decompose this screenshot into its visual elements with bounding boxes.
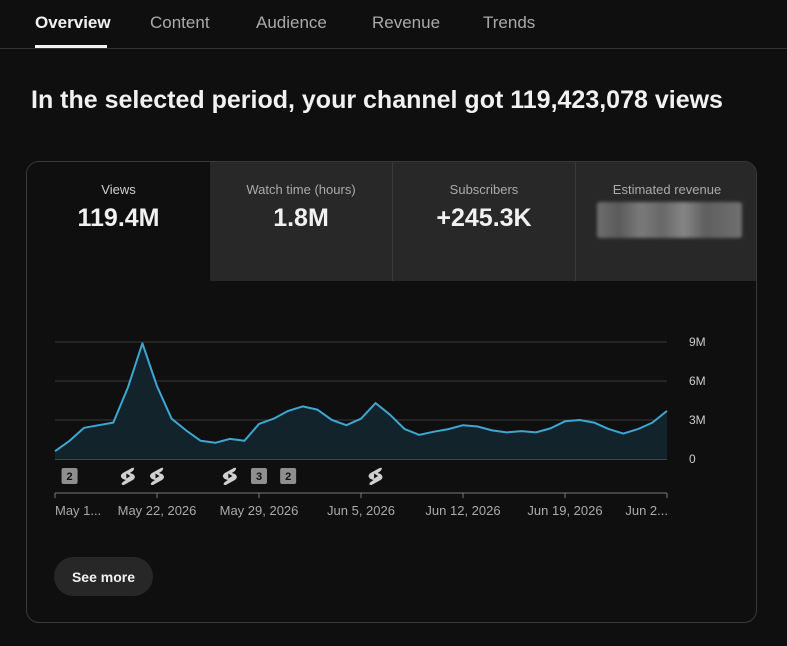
shorts-play-icon [126, 473, 131, 479]
metric-value: +245.3K [436, 204, 532, 232]
y-tick-label: 6M [689, 374, 706, 388]
metric-tab-estimated-revenue[interactable]: Estimated revenue [576, 162, 756, 281]
x-tick-label: Jun 19, 2026 [527, 503, 602, 518]
video-count-label: 3 [256, 471, 262, 483]
metric-label: Estimated revenue [612, 182, 722, 197]
x-tick-label: May 1... [55, 503, 101, 518]
tab-overview[interactable]: Overview [35, 13, 111, 32]
views-line [54, 342, 668, 453]
y-tick-label: 3M [689, 413, 706, 427]
metric-value: 119.4M [77, 204, 160, 232]
blurred-revenue-value [597, 202, 742, 238]
y-tick-label: 0 [689, 452, 696, 466]
video-count-badge [280, 468, 297, 484]
tab-bar: Overview Content Audience Revenue Trends [0, 0, 787, 49]
video-count-label: 2 [285, 471, 291, 483]
views-area [55, 343, 667, 459]
overview-card: Views 119.4M Watch time (hours) 1.8M Sub… [26, 161, 757, 623]
metric-divider [575, 162, 576, 281]
metric-tab-subscribers[interactable]: Subscribers +245.3K [393, 162, 575, 281]
shorts-play-icon [374, 473, 379, 479]
video-count-label: 2 [67, 471, 73, 483]
tab-revenue[interactable]: Revenue [372, 13, 441, 32]
tab-audience[interactable]: Audience [256, 13, 327, 32]
metric-label: Watch time (hours) [246, 182, 356, 197]
video-count-badge [251, 468, 267, 484]
metric-tab-watch-time[interactable]: Watch time (hours) 1.8M [210, 162, 392, 281]
x-tick-label: Jun 5, 2026 [327, 503, 395, 518]
x-tick-label: Jun 2... [625, 503, 668, 518]
x-tick-label: Jun 12, 2026 [425, 503, 500, 518]
x-tick-label: May 29, 2026 [220, 503, 299, 518]
shorts-play-icon [155, 473, 160, 479]
metric-value: 1.8M [273, 204, 329, 232]
shorts-play-icon [228, 473, 233, 479]
metric-label: Views [101, 182, 136, 197]
metric-label: Subscribers [449, 182, 519, 197]
active-tab-indicator [35, 45, 107, 48]
page-title: In the selected period, your channel got… [31, 86, 723, 114]
x-tick-label: May 22, 2026 [118, 503, 197, 518]
tab-content[interactable]: Content [150, 13, 210, 32]
metric-tab-views[interactable]: Views 119.4M [27, 162, 210, 281]
y-tick-label: 9M [689, 335, 706, 349]
views-chart: 9M 6M 3M 0 2 3 2 May 1... May 22, 2026 May 29, 20… [54, 335, 706, 518]
metric-divider [392, 162, 393, 281]
tab-trends[interactable]: Trends [483, 13, 536, 32]
video-count-badge [61, 468, 78, 484]
see-more-button[interactable]: See more [54, 557, 153, 596]
